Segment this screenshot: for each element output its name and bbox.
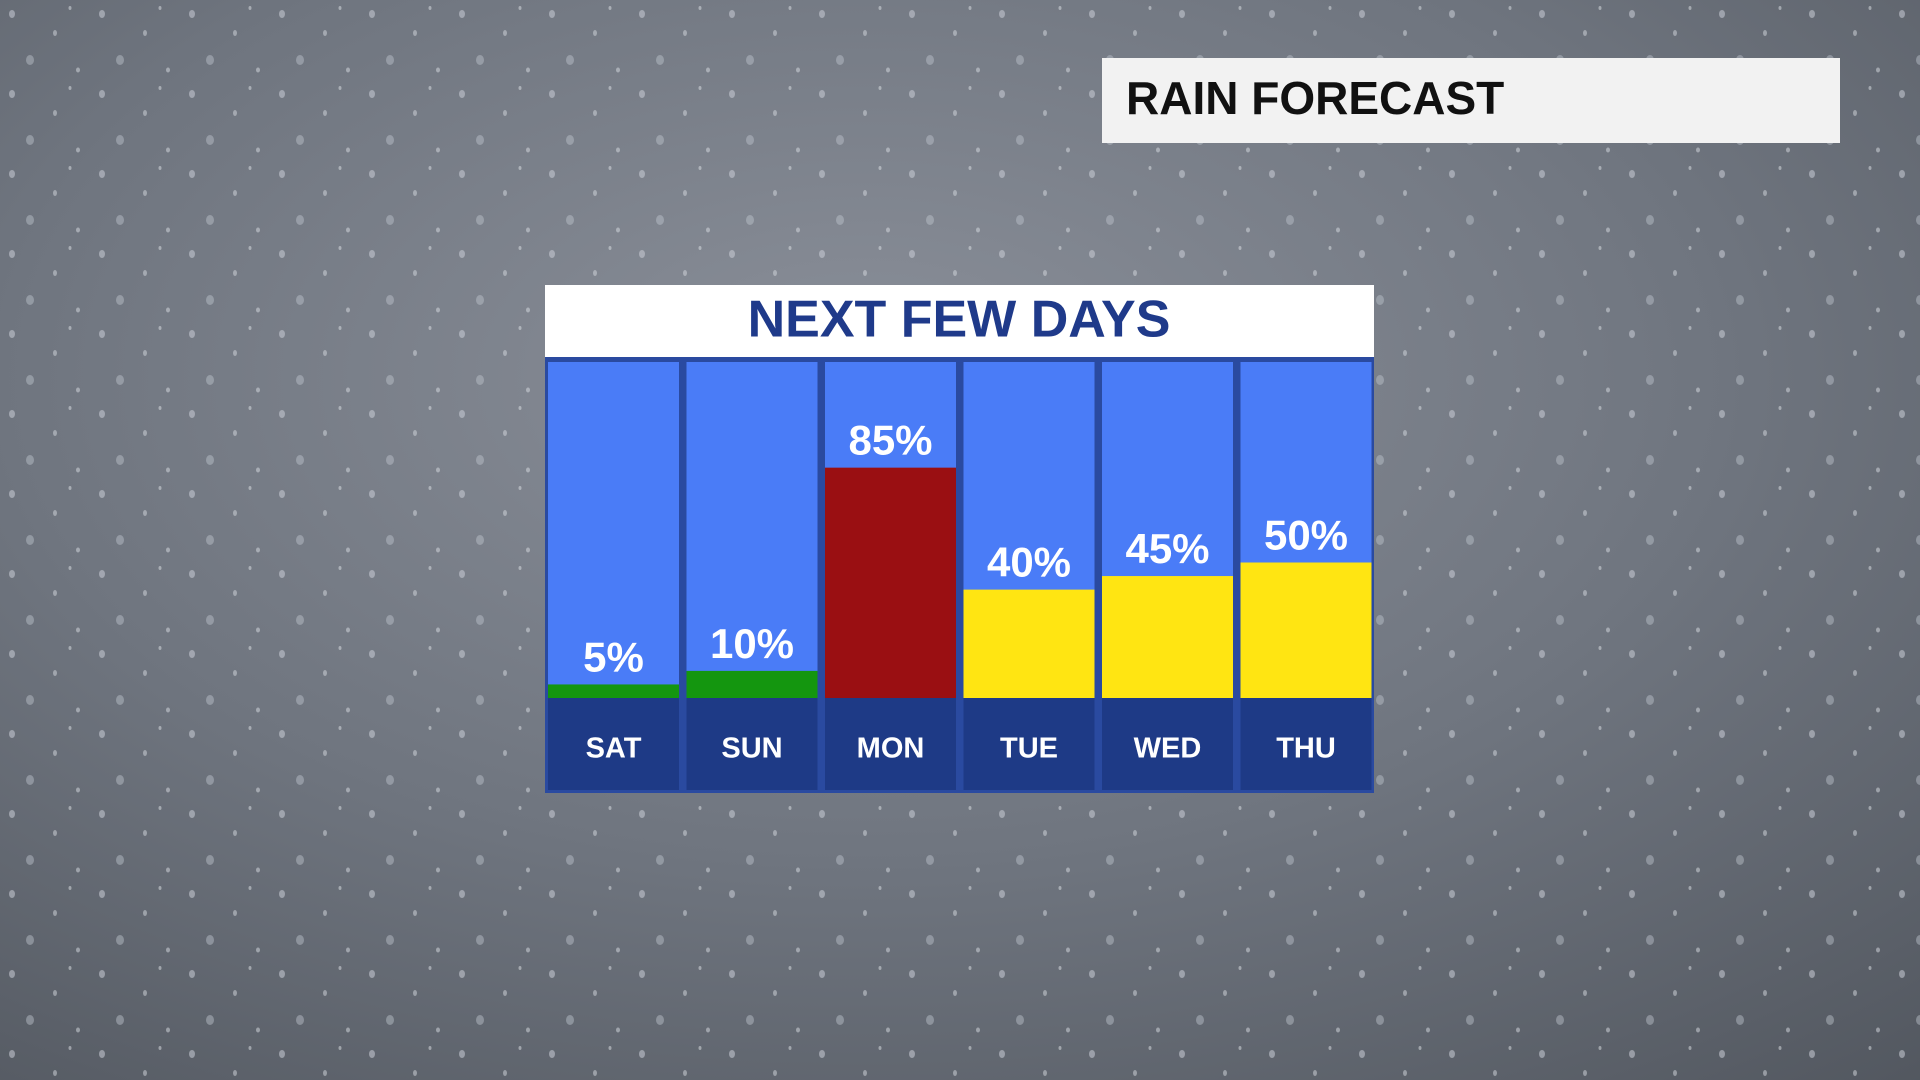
value-label: 40% <box>987 539 1071 586</box>
day-band <box>825 698 956 790</box>
header-title: RAIN FORECAST <box>1126 72 1504 124</box>
day-band <box>963 698 1095 790</box>
x-tick-label: SAT <box>586 733 642 765</box>
x-tick-label: MON <box>857 733 925 765</box>
value-label: 5% <box>583 634 644 681</box>
value-label: 85% <box>848 417 932 464</box>
x-tick-label: TUE <box>1000 733 1058 765</box>
value-label: 10% <box>710 620 794 667</box>
x-tick-label: THU <box>1276 733 1336 765</box>
bar <box>1102 576 1233 698</box>
chart-panel <box>545 285 1374 793</box>
header-box <box>1102 58 1840 143</box>
bar <box>1240 562 1372 698</box>
bar <box>686 670 818 698</box>
column <box>686 362 818 698</box>
bar <box>548 684 679 698</box>
day-band <box>1102 698 1233 790</box>
value-label: 50% <box>1264 512 1348 559</box>
day-band <box>548 698 679 790</box>
chart-title-band <box>545 285 1374 357</box>
day-band <box>1240 698 1372 790</box>
value-label: 45% <box>1125 525 1209 572</box>
day-band <box>686 698 818 790</box>
bar <box>963 589 1095 698</box>
bar <box>825 467 956 698</box>
chart: NEXT FEW DAYS 5% SAT 10% SUN 85% MON 40% TUE 45%… <box>545 285 1374 793</box>
chart-title: NEXT FEW DAYS <box>748 291 1171 349</box>
x-tick-label: SUN <box>721 733 782 765</box>
column <box>548 362 679 698</box>
x-tick-label: WED <box>1134 733 1202 765</box>
